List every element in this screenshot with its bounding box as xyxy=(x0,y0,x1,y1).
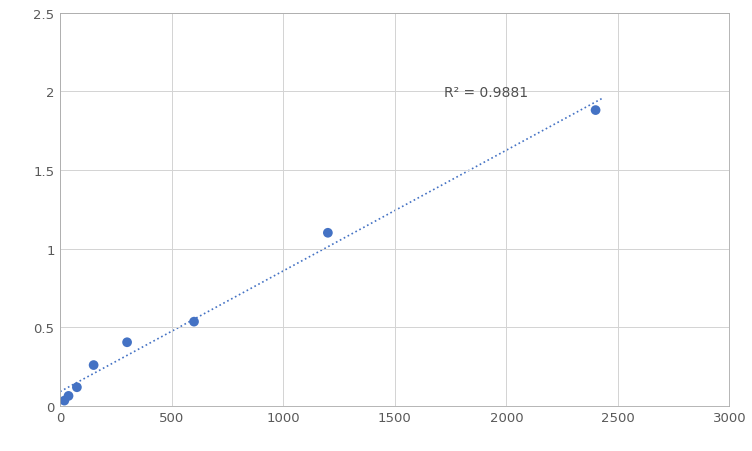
Point xyxy=(59,397,71,405)
Text: R² = 0.9881: R² = 0.9881 xyxy=(444,86,528,100)
Point xyxy=(87,362,99,369)
Point xyxy=(62,392,74,400)
Point xyxy=(188,318,200,326)
Point xyxy=(590,107,602,115)
Point xyxy=(71,384,83,391)
Point xyxy=(121,339,133,346)
Point xyxy=(322,230,334,237)
